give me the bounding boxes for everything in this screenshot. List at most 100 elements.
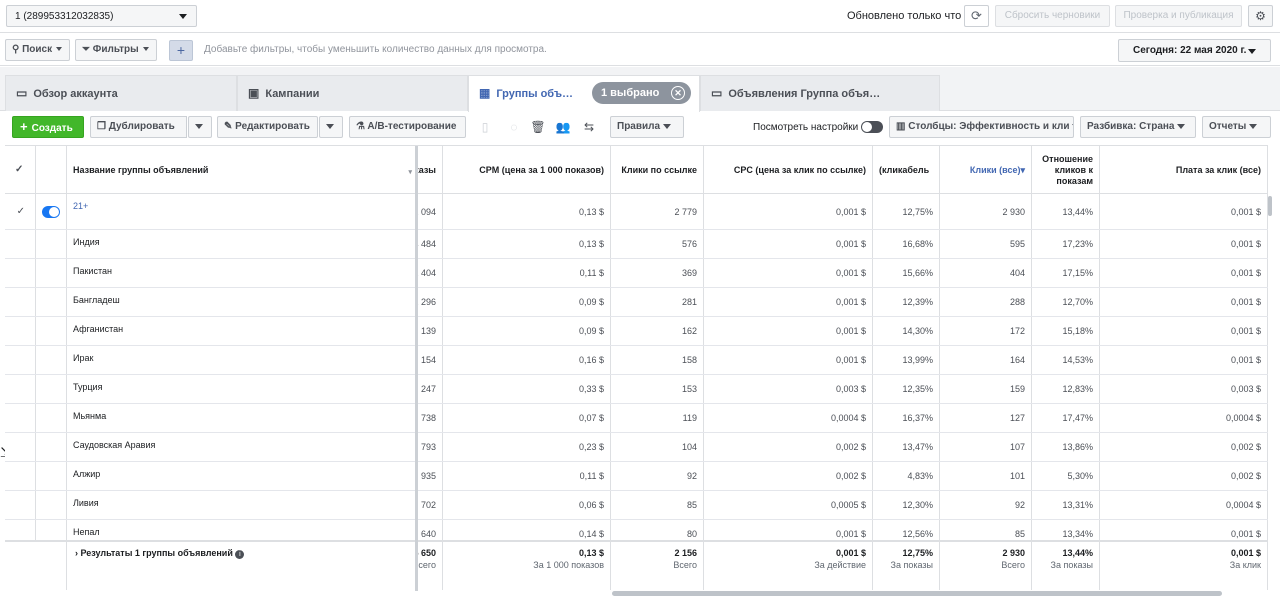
frozen-row[interactable]: Саудовская Аравия (5, 433, 415, 462)
add-filter-button[interactable]: + (169, 40, 193, 61)
column-header-cpm[interactable]: CPM (цена за 1 000 показов) (443, 146, 611, 194)
select-all-checkbox[interactable]: ✓ (5, 146, 36, 194)
view-settings-toggle[interactable] (861, 121, 883, 133)
row-checkbox[interactable]: ✓ (5, 194, 36, 229)
loading-button[interactable]: ◌ (503, 116, 525, 138)
column-header-clicks-all[interactable]: Клики (все) ▾ (940, 146, 1032, 194)
breakdown-row[interactable]: 935 0,11 $92 0,002 $4,83% 101 5,30% 0,002 $ (5, 462, 1268, 491)
breakdown-row[interactable]: 793 0,23 $104 0,002 $13,47% 107 13,86% 0,002 … (5, 433, 1268, 462)
column-header-name[interactable]: Название группы объявлений ▾ (67, 146, 418, 194)
breakdown-button[interactable]: Разбивка: Страна (1080, 116, 1196, 138)
column-header-link-clicks[interactable]: Клики по ссылке (611, 146, 704, 194)
columns-label: Столбцы: Эффективность и кли (908, 121, 1070, 132)
delete-button[interactable]: 🗑 (527, 116, 549, 138)
cell-cpc-all: 0,003 $ (1100, 375, 1268, 403)
selected-badge[interactable]: 1 выбрано ✕ (592, 82, 691, 104)
breakdown-row[interactable]: 2 296 0,09 $281 0,001 $12,39% 288 12,70% 0,00… (5, 288, 1268, 317)
archive-button[interactable]: ▯ (474, 116, 496, 138)
frozen-row[interactable]: Мьянма (5, 404, 415, 433)
frozen-row[interactable]: Бангладеш (5, 288, 415, 317)
grid-icon: ▦ (479, 86, 491, 100)
frozen-row[interactable]: Индия (5, 230, 415, 259)
vertical-scrollbar[interactable] (1268, 196, 1272, 216)
frozen-row[interactable]: Алжир (5, 462, 415, 491)
cell-link-clicks: 80 (611, 520, 704, 548)
summary-caption: За показы (890, 560, 933, 570)
search-button[interactable]: ⚲ Поиск (5, 39, 70, 61)
refresh-button[interactable]: ⟳ (964, 5, 989, 27)
duplicate-button[interactable]: ❐ Дублировать (90, 116, 187, 138)
duplicate-menu-button[interactable] (188, 116, 212, 138)
row-checkbox[interactable] (5, 462, 36, 490)
cell-cpc-all: 0,002 $ (1100, 462, 1268, 490)
frozen-row[interactable]: Пакистан (5, 259, 415, 288)
cell-link-clicks: 104 (611, 433, 704, 461)
adset-row[interactable]: 2 094 0,13 $2 779 0,001 $12,75% 2 930 13,44%… (5, 194, 1268, 230)
adset-name-link[interactable]: 21+ (73, 201, 89, 211)
breakdown-row[interactable]: 702 0,06 $85 0,0005 $12,30% 92 13,31% 0,0004 … (5, 491, 1268, 520)
breakdown-row[interactable]: 4 484 0,13 $576 0,001 $16,68% 595 17,23% 0,00… (5, 230, 1268, 259)
columns-button[interactable]: ▥ Столбцы: Эффективность и кли (889, 116, 1074, 138)
summary-caption: За 1 000 показов (533, 560, 604, 570)
settings-button[interactable]: ⚙ (1248, 5, 1273, 27)
row-checkbox[interactable] (5, 259, 36, 287)
cell-ctr: 12,30% (873, 491, 940, 519)
summary-label-cell[interactable]: › Результаты 1 группы объявлений i (67, 542, 418, 590)
row-checkbox[interactable] (5, 520, 36, 548)
filters-button[interactable]: ⏷ Фильтры (75, 39, 157, 61)
cell-cpm: 0,06 $ (443, 491, 611, 519)
column-header-ctr[interactable]: (кликабель (873, 146, 940, 194)
column-header-label: Клики (все) (969, 164, 1021, 175)
breakdown-row[interactable]: 154 0,16 $158 0,001 $13,99% 164 14,53% 0,001 … (5, 346, 1268, 375)
tab-ads[interactable]: ▭ Объявления Группа объя… (700, 75, 940, 111)
row-checkbox[interactable] (5, 230, 36, 258)
cell-ctr: 4,83% (873, 462, 940, 490)
row-checkbox[interactable] (5, 375, 36, 403)
edit-menu-button[interactable] (319, 116, 343, 138)
row-checkbox[interactable] (5, 317, 36, 345)
cell-cpc-link: 0,001 $ (704, 230, 873, 258)
action-toolbar: + Создать ❐ Дублировать ✎ Редактировать ⚗… (0, 112, 1280, 142)
breakdown-row[interactable]: 247 0,33 $153 0,003 $12,35% 159 12,83% 0,003 … (5, 375, 1268, 404)
frozen-row[interactable]: ✓ 21+ (5, 194, 415, 230)
rules-button[interactable]: Правила (610, 116, 684, 138)
audience-button[interactable]: 👥 (552, 116, 574, 138)
frozen-row[interactable]: Турция (5, 375, 415, 404)
create-button[interactable]: + Создать (12, 116, 84, 138)
clipboard-icon: ▯ (481, 120, 489, 134)
edit-button[interactable]: ✎ Редактировать (217, 116, 318, 138)
row-checkbox[interactable] (5, 491, 36, 519)
tab-account-overview[interactable]: ▭ Обзор аккаунта (5, 75, 237, 111)
row-checkbox[interactable] (5, 288, 36, 316)
status-toggle[interactable] (42, 205, 60, 218)
plus-icon: + (176, 42, 186, 58)
frozen-row[interactable]: Афганистан (5, 317, 415, 346)
column-header-impr[interactable]: казы (355, 146, 443, 194)
tab-campaigns[interactable]: ▣ Кампании (237, 75, 468, 111)
account-selector[interactable]: 1 (289953312032835) (6, 5, 197, 27)
close-icon[interactable]: ✕ (671, 86, 685, 100)
caret-down-icon (662, 123, 671, 129)
ab-test-button[interactable]: ⚗ A/B-тестирование (349, 116, 466, 138)
column-header-ratio[interactable]: Отношение кликов к показам (1032, 146, 1100, 194)
discard-drafts-button[interactable]: Сбросить черновики (995, 5, 1110, 27)
info-icon[interactable]: i (235, 550, 245, 559)
row-checkbox[interactable] (5, 404, 36, 432)
frozen-row[interactable]: Ливия (5, 491, 415, 520)
frozen-row[interactable]: Ирак (5, 346, 415, 375)
breakdown-row[interactable]: 139 0,09 $162 0,001 $14,30% 172 15,18% 0,001 … (5, 317, 1268, 346)
cell-cpm: 0,13 $ (443, 194, 611, 229)
breakdown-row[interactable]: 738 0,07 $119 0,0004 $16,37% 127 17,47% 0,000… (5, 404, 1268, 433)
horizontal-scrollbar[interactable] (612, 591, 1222, 596)
date-range-picker[interactable]: Сегодня: 22 мая 2020 г. (1118, 39, 1271, 62)
breakdown-row[interactable]: 2 404 0,11 $369 0,001 $15,66% 404 17,15% 0,00… (5, 259, 1268, 288)
search-label: Поиск (22, 44, 53, 55)
column-header-cpc-all[interactable]: Плата за клик (все) (1100, 146, 1268, 194)
review-publish-button[interactable]: Проверка и публикация (1115, 5, 1242, 27)
column-header-label: Плата за клик (все) (1175, 164, 1261, 175)
row-checkbox[interactable] (5, 346, 36, 374)
row-checkbox[interactable] (5, 433, 36, 461)
reports-button[interactable]: Отчеты (1202, 116, 1271, 138)
column-header-cpc-link[interactable]: CPC (цена за клик по ссылке) (704, 146, 873, 194)
export-button[interactable]: ⇆ (578, 116, 600, 138)
